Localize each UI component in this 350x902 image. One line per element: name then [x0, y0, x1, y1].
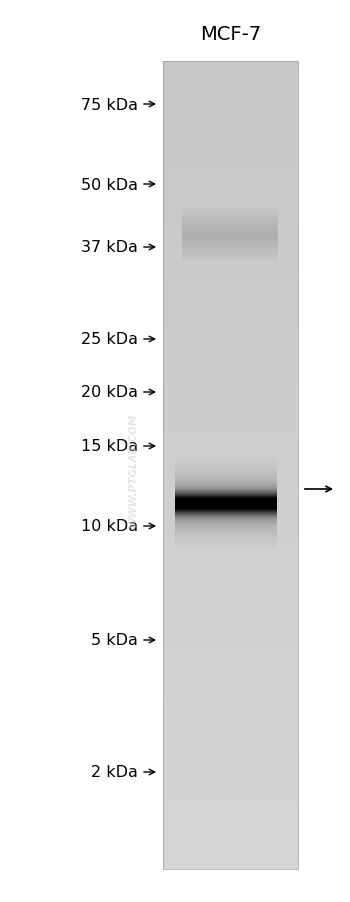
Text: 20 kDa: 20 kDa [81, 385, 138, 400]
Text: 2 kDa: 2 kDa [91, 765, 138, 779]
Bar [163, 62, 298, 869]
Text: WWW.PTGLAB.COM: WWW.PTGLAB.COM [128, 412, 138, 526]
Text: 10 kDa: 10 kDa [81, 519, 138, 534]
Text: 15 kDa: 15 kDa [81, 439, 138, 454]
Text: 37 kDa: 37 kDa [81, 240, 138, 255]
Text: 5 kDa: 5 kDa [91, 633, 138, 648]
Text: MCF-7: MCF-7 [200, 25, 261, 44]
Text: 75 kDa: 75 kDa [81, 97, 138, 113]
Text: 50 kDa: 50 kDa [81, 178, 138, 192]
Text: 25 kDa: 25 kDa [81, 332, 138, 347]
